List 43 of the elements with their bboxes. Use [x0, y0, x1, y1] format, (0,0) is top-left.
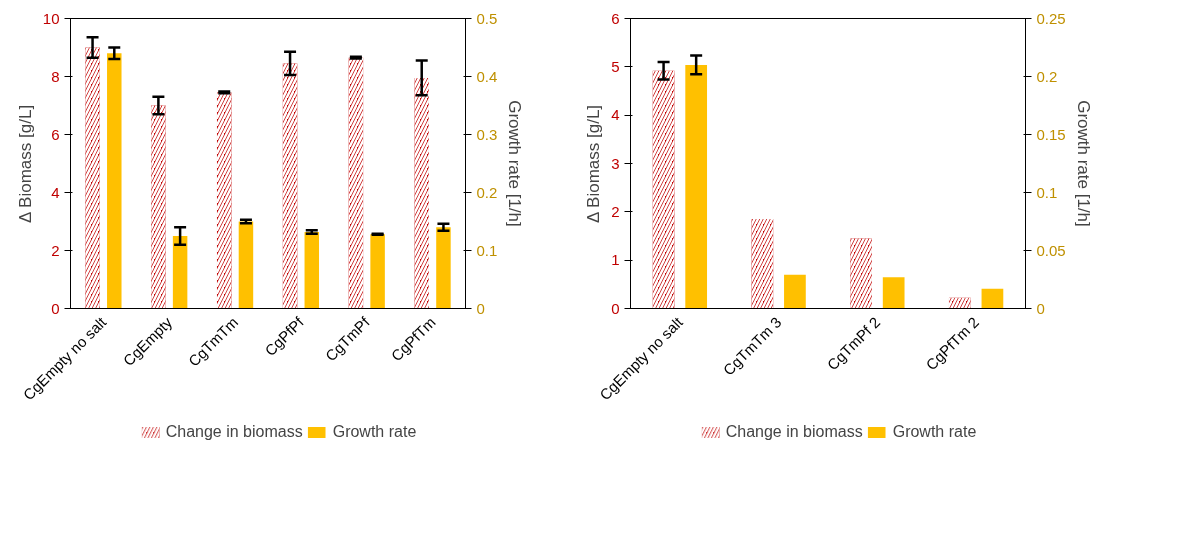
legend-label: Change in biomass [725, 423, 863, 441]
bar [304, 231, 320, 309]
y2-tick-label: 0.05 [1036, 241, 1066, 259]
y2-tick-label: 0.4 [476, 67, 498, 85]
y2-tick-label: 0 [1036, 299, 1045, 317]
legend-label: Growth rate [892, 423, 977, 441]
y2-tick-label: 0.1 [1036, 183, 1058, 201]
bar [784, 274, 806, 309]
y2-tick-label: 0.25 [1036, 9, 1066, 27]
bar [436, 227, 451, 309]
legend-label: Growth rate [332, 423, 417, 441]
bar [172, 236, 188, 309]
y-tick-label: 4 [51, 183, 60, 201]
legend-label: Change in biomass [165, 423, 303, 441]
y2-tick-label: 0.15 [1036, 125, 1066, 143]
y2-axis-title: Growth rate [1/h] [505, 100, 525, 227]
y-tick-label: 1 [611, 251, 620, 269]
bar [882, 277, 905, 309]
y-tick-label: 8 [51, 67, 60, 85]
y-tick-label: 5 [611, 57, 620, 75]
y-tick-label: 6 [51, 125, 60, 143]
y2-axis-title: Growth rate [1/h] [1073, 100, 1093, 227]
bar [981, 288, 1004, 309]
bar [107, 53, 122, 309]
y2-tick-label: 0.3 [476, 125, 498, 143]
y-tick-label: 4 [611, 106, 620, 124]
y-tick-label: 0 [51, 299, 60, 317]
y-tick-label: 2 [51, 241, 60, 259]
y-axis-title: Δ Biomass [g/L] [584, 104, 604, 224]
y-axis-title: Δ Biomass [g/L] [15, 104, 35, 224]
bar [685, 64, 708, 309]
y-tick-label: 2 [611, 202, 620, 220]
y2-tick-label: 0.5 [476, 9, 498, 27]
y-tick-label: 10 [42, 9, 60, 27]
y-tick-label: 0 [611, 299, 620, 317]
y2-tick-label: 0.1 [476, 241, 498, 259]
y-tick-label: 3 [611, 154, 620, 172]
bar [238, 221, 254, 309]
y2-tick-label: 0 [476, 299, 485, 317]
bar [370, 234, 385, 309]
y-tick-label: 6 [611, 9, 620, 27]
y2-tick-label: 0.2 [476, 183, 498, 201]
y2-tick-label: 0.2 [1036, 67, 1058, 85]
